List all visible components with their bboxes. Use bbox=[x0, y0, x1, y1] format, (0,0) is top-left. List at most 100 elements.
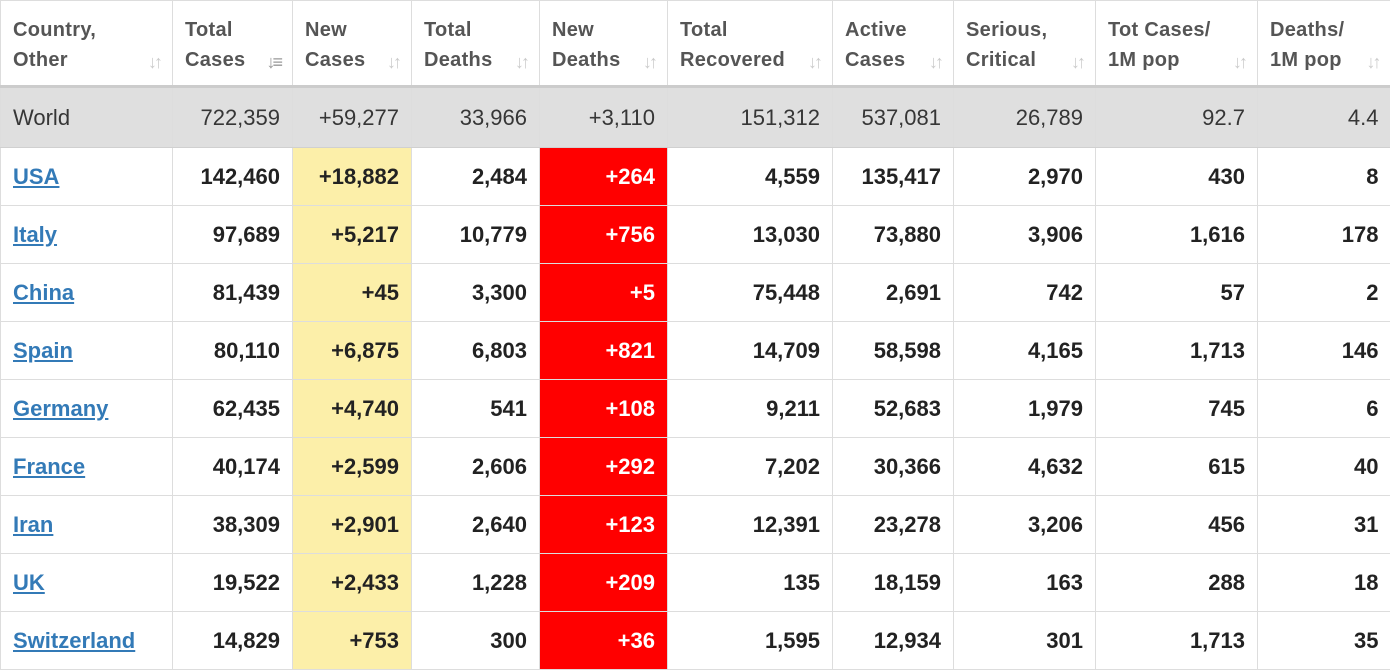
sort-arrows-icon[interactable]: ↓↑ bbox=[808, 52, 823, 72]
column-header-cases-per-million[interactable]: Tot Cases/ 1M pop ↓↑ bbox=[1095, 0, 1258, 88]
total-recovered-cell: 135 bbox=[667, 553, 833, 612]
total-cases-cell: 81,439 bbox=[172, 263, 293, 322]
cases-per-million-cell: 288 bbox=[1095, 553, 1258, 612]
total-recovered-cell: 1,595 bbox=[667, 611, 833, 670]
sort-arrows-icon[interactable]: ↓↑ bbox=[387, 52, 402, 72]
active-cases-cell: 30,366 bbox=[832, 437, 954, 496]
total-cases-cell: 62,435 bbox=[172, 379, 293, 438]
country-link[interactable]: France bbox=[13, 453, 86, 479]
table-row: France 40,174 +2,599 2,606 +292 7,202 30,366 4,… bbox=[0, 437, 1390, 496]
deaths-per-million-cell: 6 bbox=[1257, 379, 1390, 438]
country-cell: USA bbox=[0, 147, 173, 206]
total-recovered-cell: 14,709 bbox=[667, 321, 833, 380]
column-header-total-recovered[interactable]: Total Recovered ↓↑ bbox=[667, 0, 833, 88]
total-cases-cell: 722,359 bbox=[172, 86, 293, 148]
column-header-new-deaths[interactable]: New Deaths ↓↑ bbox=[539, 0, 668, 88]
total-deaths-cell: 1,228 bbox=[411, 553, 540, 612]
new-deaths-cell: +123 bbox=[539, 495, 668, 554]
active-cases-cell: 73,880 bbox=[832, 205, 954, 264]
new-cases-cell: +45 bbox=[292, 263, 412, 322]
column-header-new-cases[interactable]: New Cases ↓↑ bbox=[292, 0, 412, 88]
column-header-total-cases[interactable]: Total Cases ↓≡ bbox=[172, 0, 293, 88]
country-link[interactable]: USA bbox=[13, 163, 60, 189]
sort-arrows-icon[interactable]: ↓↑ bbox=[1071, 52, 1086, 72]
column-header-label: Total Recovered bbox=[680, 19, 785, 71]
country-link[interactable]: China bbox=[13, 279, 75, 305]
new-cases-cell: +18,882 bbox=[292, 147, 412, 206]
new-deaths-cell: +292 bbox=[539, 437, 668, 496]
sort-arrows-icon[interactable]: ↓↑ bbox=[1233, 52, 1248, 72]
table-row: China 81,439 +45 3,300 +5 75,448 2,691 742 57 2 bbox=[0, 263, 1390, 322]
new-cases-cell: +2,901 bbox=[292, 495, 412, 554]
serious-critical-cell: 4,632 bbox=[953, 437, 1096, 496]
cases-per-million-cell: 615 bbox=[1095, 437, 1258, 496]
country-link[interactable]: Spain bbox=[13, 337, 73, 363]
country-cell: Germany bbox=[0, 379, 173, 438]
deaths-per-million-cell: 8 bbox=[1257, 147, 1390, 206]
cases-per-million-cell: 1,713 bbox=[1095, 321, 1258, 380]
country-cell: World bbox=[0, 86, 173, 148]
table-row: UK 19,522 +2,433 1,228 +209 135 18,159 163 288 18 bbox=[0, 553, 1390, 612]
sort-descending-icon[interactable]: ↓≡ bbox=[266, 52, 282, 72]
cases-per-million-cell: 430 bbox=[1095, 147, 1258, 206]
new-deaths-cell: +5 bbox=[539, 263, 668, 322]
table-row: Switzerland 14,829 +753 300 +36 1,595 12,934 30… bbox=[0, 611, 1390, 670]
column-header-deaths-per-million[interactable]: Deaths/ 1M pop ↓↑ bbox=[1257, 0, 1390, 88]
country-cell: China bbox=[0, 263, 173, 322]
world-total-row: World 722,359 +59,277 33,966 +3,110 151,… bbox=[0, 86, 1390, 148]
country-link[interactable]: Italy bbox=[13, 221, 58, 247]
new-deaths-cell: +209 bbox=[539, 553, 668, 612]
column-header-label: Country, Other bbox=[13, 19, 97, 71]
serious-critical-cell: 3,206 bbox=[953, 495, 1096, 554]
country-cell: France bbox=[0, 437, 173, 496]
total-cases-cell: 19,522 bbox=[172, 553, 293, 612]
column-header-country[interactable]: Country, Other ↓↑ bbox=[0, 0, 173, 88]
total-cases-cell: 97,689 bbox=[172, 205, 293, 264]
column-header-label: New Cases bbox=[305, 19, 366, 71]
column-header-serious-critical[interactable]: Serious, Critical ↓↑ bbox=[953, 0, 1096, 88]
new-deaths-cell: +36 bbox=[539, 611, 668, 670]
country-cell: Switzerland bbox=[0, 611, 173, 670]
new-cases-cell: +2,599 bbox=[292, 437, 412, 496]
cases-per-million-cell: 1,616 bbox=[1095, 205, 1258, 264]
new-deaths-cell: +821 bbox=[539, 321, 668, 380]
serious-critical-cell: 742 bbox=[953, 263, 1096, 322]
sort-arrows-icon[interactable]: ↓↑ bbox=[929, 52, 944, 72]
new-deaths-cell: +264 bbox=[539, 147, 668, 206]
column-header-label: New Deaths bbox=[552, 19, 621, 71]
column-header-active-cases[interactable]: Active Cases ↓↑ bbox=[832, 0, 954, 88]
column-header-label: Deaths/ 1M pop bbox=[1270, 19, 1345, 71]
total-deaths-cell: 2,640 bbox=[411, 495, 540, 554]
new-deaths-cell: +756 bbox=[539, 205, 668, 264]
total-recovered-cell: 7,202 bbox=[667, 437, 833, 496]
country-link[interactable]: UK bbox=[13, 569, 45, 595]
serious-critical-cell: 1,979 bbox=[953, 379, 1096, 438]
column-header-label: Total Cases bbox=[185, 19, 246, 71]
sort-arrows-icon[interactable]: ↓↑ bbox=[515, 52, 530, 72]
cases-per-million-cell: 57 bbox=[1095, 263, 1258, 322]
country-link[interactable]: Germany bbox=[13, 395, 109, 421]
active-cases-cell: 135,417 bbox=[832, 147, 954, 206]
country-link[interactable]: Iran bbox=[13, 511, 54, 537]
total-recovered-cell: 13,030 bbox=[667, 205, 833, 264]
total-recovered-cell: 12,391 bbox=[667, 495, 833, 554]
country-link[interactable]: Switzerland bbox=[13, 627, 136, 653]
new-cases-cell: +4,740 bbox=[292, 379, 412, 438]
deaths-per-million-cell: 2 bbox=[1257, 263, 1390, 322]
serious-critical-cell: 4,165 bbox=[953, 321, 1096, 380]
total-deaths-cell: 10,779 bbox=[411, 205, 540, 264]
sort-arrows-icon[interactable]: ↓↑ bbox=[1366, 52, 1382, 72]
total-recovered-cell: 151,312 bbox=[667, 86, 833, 148]
sort-arrows-icon[interactable]: ↓↑ bbox=[148, 52, 163, 72]
header-row: Country, Other ↓↑ Total Cases ↓≡ New Cases… bbox=[0, 0, 1390, 88]
column-header-total-deaths[interactable]: Total Deaths ↓↑ bbox=[411, 0, 540, 88]
total-recovered-cell: 4,559 bbox=[667, 147, 833, 206]
deaths-per-million-cell: 40 bbox=[1257, 437, 1390, 496]
active-cases-cell: 18,159 bbox=[832, 553, 954, 612]
cases-per-million-cell: 1,713 bbox=[1095, 611, 1258, 670]
total-deaths-cell: 300 bbox=[411, 611, 540, 670]
sort-arrows-icon[interactable]: ↓↑ bbox=[643, 52, 658, 72]
active-cases-cell: 58,598 bbox=[832, 321, 954, 380]
table-row: Italy 97,689 +5,217 10,779 +756 13,030 73,880 3… bbox=[0, 205, 1390, 264]
